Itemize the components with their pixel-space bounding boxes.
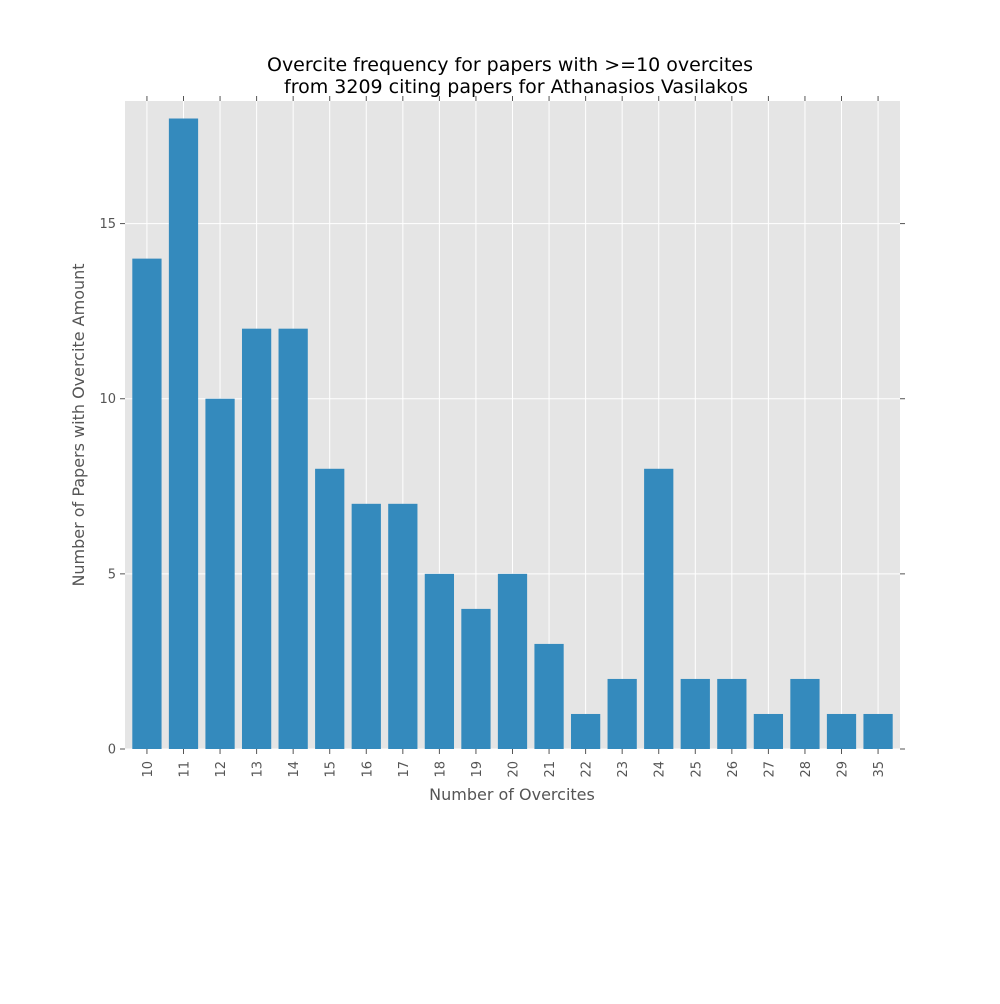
- bar-24: [644, 468, 674, 749]
- x-tick-label: 19: [470, 761, 485, 778]
- x-tick-label: 25: [689, 761, 704, 778]
- bar-16: [351, 503, 381, 749]
- bar-12: [205, 398, 235, 749]
- bar-19: [461, 608, 491, 749]
- bar-17: [388, 503, 418, 749]
- bar-13: [241, 328, 272, 749]
- bar-28: [790, 678, 820, 749]
- x-tick-label: 16: [360, 761, 375, 778]
- bar-21: [534, 643, 564, 749]
- x-tick-label: 11: [177, 761, 192, 778]
- x-tick-label: 24: [653, 761, 668, 778]
- axis-ticks: 10 11 12 13 14 15 16 17 18 19 20 21 22 23 24 25 26 27 28 29…: [99, 96, 905, 778]
- y-tick-label: 0: [108, 743, 116, 758]
- y-tick-label: 10: [99, 392, 116, 407]
- x-tick-label: 13: [251, 761, 266, 778]
- x-tick-label: 18: [433, 761, 448, 778]
- bar-27: [753, 713, 784, 749]
- x-tick-label: 20: [507, 761, 522, 778]
- x-tick-label: 28: [799, 761, 814, 778]
- y-tick-label: 15: [99, 217, 116, 232]
- x-tick-label: 26: [726, 761, 741, 778]
- x-tick-label: 21: [543, 761, 558, 778]
- x-tick-label: 12: [214, 761, 229, 778]
- y-tick-label: 5: [108, 567, 116, 582]
- chart-title-line1: Overcite frequency for papers with >=10 …: [267, 54, 753, 76]
- x-tick-label: 22: [580, 761, 595, 778]
- bar-23: [607, 678, 637, 749]
- bar-18: [424, 573, 455, 749]
- bar-25: [680, 678, 710, 749]
- x-tick-label: 14: [287, 761, 302, 778]
- bar-11: [168, 118, 199, 750]
- x-tick-label: 10: [141, 761, 156, 778]
- x-tick-label: 29: [836, 761, 851, 778]
- bar-10: [132, 258, 162, 749]
- x-axis-label: Number of Overcites: [429, 785, 595, 804]
- x-tick-label: 35: [872, 761, 887, 778]
- x-tick-label: 23: [616, 761, 631, 778]
- bar-22: [570, 713, 601, 749]
- bar-29: [826, 713, 857, 749]
- bar-35: [863, 713, 893, 749]
- bar-20: [497, 573, 528, 749]
- y-axis-label: Number of Papers with Overcite Amount: [69, 263, 88, 586]
- bar-15: [315, 468, 345, 749]
- chart-title-line2: from 3209 citing papers for Athanasios V…: [284, 76, 748, 98]
- x-tick-label: 15: [324, 761, 339, 778]
- x-tick-label: 27: [762, 761, 777, 778]
- bar-14: [278, 328, 308, 749]
- bar-26: [717, 678, 747, 749]
- x-tick-label: 17: [397, 761, 412, 778]
- bars: [132, 118, 893, 750]
